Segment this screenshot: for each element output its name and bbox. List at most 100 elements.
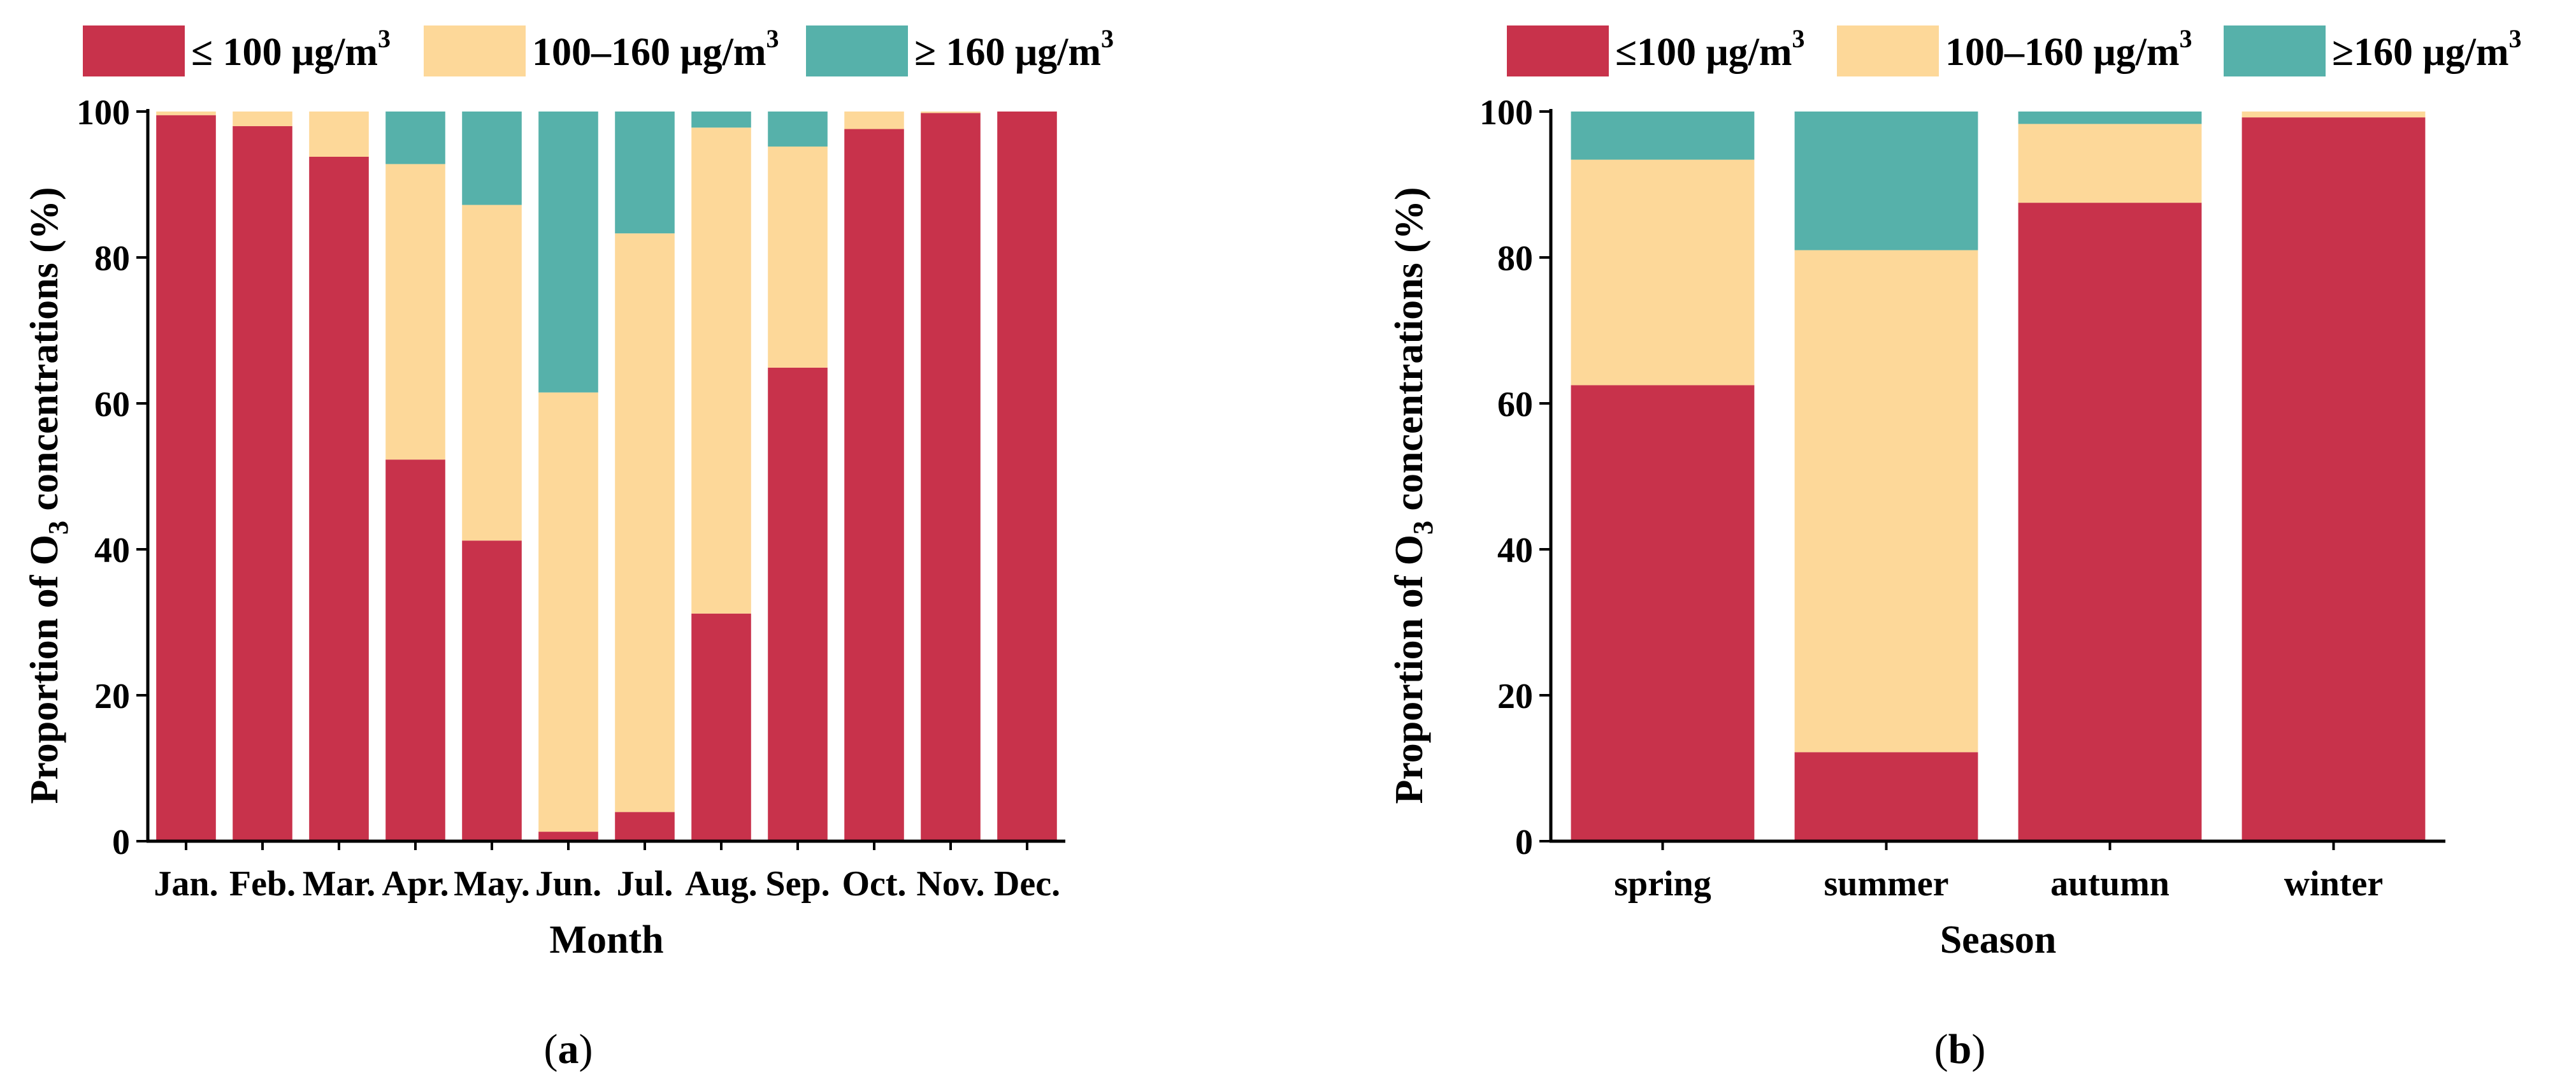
panel-label: (b) [1934, 1026, 1986, 1073]
bar-dec-series-1 [997, 112, 1057, 841]
bar-mar-series-1 [309, 156, 369, 842]
y-axis-title-text: Proportion of O [23, 535, 66, 804]
legend-label-1: ≤ 100 μg/m3 [191, 24, 391, 74]
bar-winter-series-1 [2241, 117, 2426, 841]
bar-apr-series-2 [385, 164, 445, 460]
bar-jan-series-2 [156, 112, 216, 115]
x-tick-label: Nov. [916, 864, 984, 904]
legend-label-text: ≥160 μg/m [2332, 31, 2509, 74]
x-tick-label: Sep. [765, 864, 830, 904]
bar-aug-series-1 [691, 613, 751, 841]
legend-label-text: ≤ 100 μg/m [191, 31, 378, 74]
legend-label-superscript: 3 [2180, 24, 2192, 53]
bar-autumn-series-1 [2018, 203, 2202, 841]
legend-label-superscript: 3 [1101, 24, 1114, 53]
bar-spring-series-3 [1571, 112, 1755, 160]
panel-label-open: ( [1934, 1026, 1948, 1073]
bar-feb-series-1 [233, 126, 292, 841]
x-tick-label: Mar. [303, 864, 376, 904]
bar-spring-series-1 [1571, 385, 1755, 841]
legend-label-superscript: 3 [1792, 24, 1805, 53]
x-tick-label: winter [2284, 864, 2384, 904]
legend-label-text: ≤100 μg/m [1615, 31, 1792, 74]
legend-label-superscript: 3 [378, 24, 391, 53]
legend-label-text: 100–160 μg/m [532, 31, 766, 74]
bar-nov-series-2 [921, 112, 981, 113]
x-tick-label: spring [1614, 864, 1711, 904]
y-tick-label: 0 [112, 823, 130, 862]
bar-nov-series-1 [921, 113, 981, 841]
panel-label: (a) [544, 1026, 593, 1073]
bar-oct-series-1 [844, 129, 904, 842]
bar-sep-series-1 [768, 367, 828, 841]
bar-summer-series-3 [1794, 112, 1978, 250]
bar-winter-series-2 [2241, 112, 2426, 118]
y-axis-title-text: concentrations (%) [23, 187, 66, 521]
x-tick-label: Jul. [617, 864, 673, 904]
bar-apr-series-3 [385, 112, 445, 164]
bar-mar-series-2 [309, 112, 369, 157]
y-tick-label: 40 [1497, 531, 1533, 570]
x-tick-label: Apr. [382, 864, 449, 904]
bar-feb-series-2 [233, 112, 292, 126]
x-tick-label: Oct. [842, 864, 906, 904]
y-tick-label: 0 [1515, 823, 1533, 862]
bar-may-series-2 [462, 205, 522, 541]
legend-label-text: ≥ 160 μg/m [914, 31, 1101, 74]
y-axis-title: Proportion of O3 concentrations (%) [23, 187, 74, 804]
legend-swatch-2 [1837, 25, 1939, 76]
legend-label-2: 100–160 μg/m3 [532, 24, 779, 74]
legend-label-superscript: 3 [2509, 24, 2522, 53]
bar-sep-series-2 [768, 146, 828, 368]
y-axis-title-subscript: 3 [43, 521, 74, 535]
bar-jul-series-2 [615, 233, 675, 813]
bar-autumn-series-2 [2018, 124, 2202, 203]
y-axis-title-subscript: 3 [1407, 521, 1439, 535]
x-tick-label: summer [1824, 864, 1949, 904]
x-tick-label: Feb. [229, 864, 296, 904]
bar-oct-series-2 [844, 112, 904, 129]
bar-jun-series-1 [538, 832, 598, 841]
bar-jul-series-1 [615, 812, 675, 841]
y-tick-label: 40 [94, 531, 130, 570]
x-tick-label: Dec. [994, 864, 1060, 904]
y-tick-label: 20 [1497, 677, 1533, 716]
y-axis-title-text: Proportion of O [1388, 535, 1431, 804]
x-axis-title: Month [549, 918, 663, 962]
bar-summer-series-1 [1794, 752, 1978, 841]
bar-aug-series-3 [691, 112, 751, 128]
bar-autumn-series-3 [2018, 112, 2202, 124]
y-tick-label: 100 [76, 93, 130, 133]
y-axis-title: Proportion of O3 concentrations (%) [1388, 187, 1439, 804]
legend-label-text: 100–160 μg/m [1945, 31, 2180, 74]
panel-label-letter: b [1948, 1026, 1972, 1073]
x-tick-label: Aug. [685, 864, 758, 904]
y-tick-label: 60 [94, 385, 130, 424]
bar-jun-series-3 [538, 112, 598, 393]
bar-sep-series-3 [768, 112, 828, 147]
bar-apr-series-1 [385, 459, 445, 841]
x-tick-label: autumn [2050, 864, 2169, 904]
bar-may-series-3 [462, 112, 522, 205]
bar-jun-series-2 [538, 392, 598, 832]
panel-label-close: ) [579, 1026, 593, 1073]
bar-summer-series-2 [1794, 250, 1978, 753]
legend-swatch-2 [424, 25, 526, 76]
legend-swatch-3 [806, 25, 908, 76]
legend-swatch-1 [1507, 25, 1609, 76]
legend-swatch-3 [2224, 25, 2326, 76]
bar-jul-series-3 [615, 112, 675, 234]
legend-label-1: ≤100 μg/m3 [1615, 24, 1805, 74]
legend-label-superscript: 3 [766, 24, 779, 53]
bar-jan-series-1 [156, 115, 216, 842]
panel-label-open: ( [544, 1026, 558, 1073]
x-tick-label: Jun. [535, 864, 601, 904]
x-tick-label: May. [454, 864, 530, 904]
legend-label-2: 100–160 μg/m3 [1945, 24, 2192, 74]
legend-swatch-1 [83, 25, 185, 76]
bar-may-series-1 [462, 540, 522, 841]
y-tick-label: 80 [94, 239, 130, 278]
